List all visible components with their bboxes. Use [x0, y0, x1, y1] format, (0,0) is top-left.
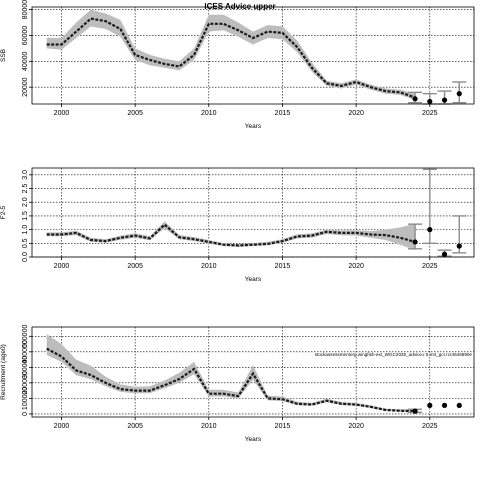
y-tick-label: 40000 — [22, 51, 29, 71]
figure-title: ICES Advice upper — [204, 2, 275, 11]
y-axis-label: Recruitment (age0) — [0, 344, 7, 400]
y-tick-label: 100000 — [22, 387, 29, 410]
forecast-point — [441, 402, 448, 408]
x-tick-label: 2020 — [348, 423, 364, 430]
forecast-point — [412, 239, 418, 245]
x-axis-label: Years — [245, 276, 262, 283]
x-tick-label: 2010 — [201, 423, 217, 430]
forecast-point — [427, 98, 433, 105]
y-tick-label: 20000 — [22, 77, 29, 97]
y-axis-label: SSB — [0, 49, 7, 62]
x-axis-label: Years — [245, 436, 262, 443]
forecast-point — [441, 251, 448, 257]
y-tick-label: 400000 — [22, 340, 29, 363]
y-tick-label: 1.0 — [22, 225, 29, 235]
x-tick-label: 2015 — [275, 423, 291, 430]
ssb-panel: 2000 2005 2010 2015 2020 2025 20000 40000 60000 8… — [0, 0, 475, 130]
y-tick-label: 0.0 — [22, 252, 29, 262]
plot-frame — [31, 167, 475, 258]
y-tick-label: 2.0 — [22, 197, 29, 207]
x-tick-label: 2000 — [54, 110, 70, 117]
plot-frame — [31, 6, 475, 105]
forecast-point — [412, 408, 418, 414]
forecast-point — [456, 91, 462, 97]
plot-frame — [31, 326, 475, 418]
y-tick-label: 200000 — [22, 371, 29, 394]
x-tick-label: 2025 — [422, 423, 438, 430]
x-tick-label: 2010 — [201, 110, 217, 117]
y-tick-label: 0 — [22, 412, 29, 416]
y-tick-label: 60000 — [22, 26, 29, 46]
y-tick-label: 80000 — [22, 0, 29, 19]
forecast-point — [427, 402, 433, 408]
series-line — [46, 223, 416, 247]
forecast-point — [427, 227, 433, 233]
x-tick-label: 2025 — [422, 110, 438, 117]
confidence-band — [46, 9, 416, 101]
y-tick-label: 500000 — [22, 325, 29, 348]
x-tick-label: 2025 — [422, 263, 438, 270]
forecast-point — [441, 97, 448, 103]
x-tick-label: 2015 — [275, 263, 291, 270]
confidence-band — [46, 221, 416, 251]
x-tick-label: 2000 — [54, 423, 70, 430]
y-tick-label: 300000 — [22, 356, 29, 379]
x-tick-label: 2010 — [201, 263, 217, 270]
recruitment-panel: 2000 2005 2010 2015 2020 2025 0 100000200000300… — [0, 325, 475, 443]
source-annotation: stockassessmentorg.wingfish-ext_WGC2025_… — [315, 352, 473, 357]
fishing-mortality-panel: 2000 2005 2010 2015 2020 2025 0.0 0.5 1.0 1.5 2.0 2… — [0, 167, 475, 283]
x-tick-label: 2000 — [54, 263, 70, 270]
x-tick-label: 2020 — [348, 110, 364, 117]
y-tick-label: 2.5 — [22, 184, 29, 194]
x-tick-label: 2005 — [127, 110, 143, 117]
x-tick-label: 2020 — [348, 263, 364, 270]
y-tick-label: 1.5 — [22, 211, 29, 221]
y-tick-label: 0.5 — [22, 238, 29, 248]
y-tick-label: 3.0 — [22, 170, 29, 180]
confidence-band — [46, 334, 416, 413]
forecast-point — [412, 96, 418, 102]
forecast-point — [456, 243, 462, 249]
series-line — [46, 347, 416, 413]
series-line — [46, 17, 416, 99]
x-tick-label: 2015 — [275, 110, 291, 117]
x-tick-label: 2005 — [127, 423, 143, 430]
forecast-point — [456, 402, 462, 408]
x-axis-label: Years — [245, 123, 262, 130]
y-axis-label: F2-5 — [0, 205, 7, 219]
x-tick-label: 2005 — [127, 263, 143, 270]
